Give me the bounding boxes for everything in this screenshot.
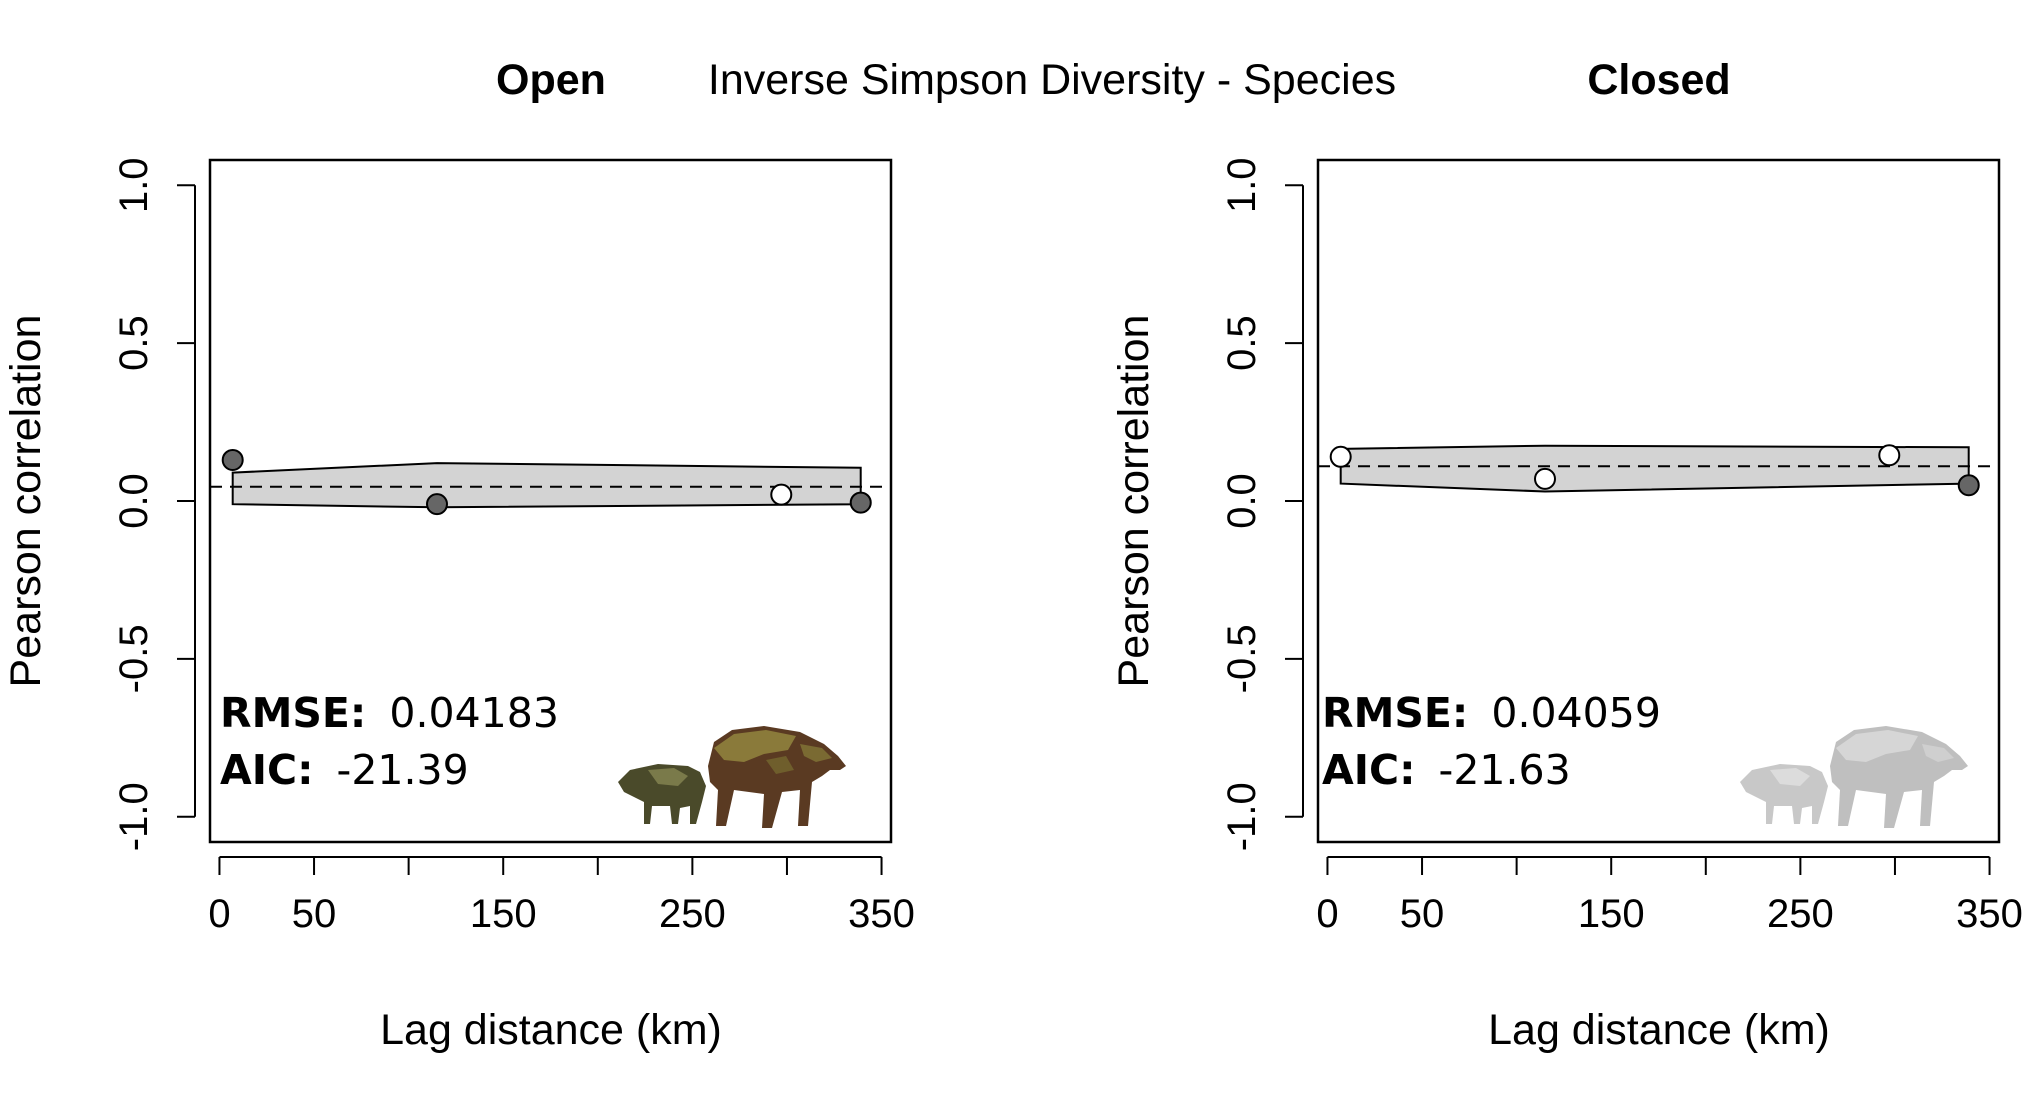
y-tick-label: 0.0	[1220, 473, 1264, 529]
data-point	[1329, 445, 1352, 468]
x-tick-label: 350	[1956, 892, 2023, 936]
panel-open: 0 50 150 250 350 -1.0 -0.5 0.0 0.5 1.0 Lag dista…	[2, 157, 915, 1054]
rmse-value: 0.04183	[389, 689, 559, 737]
x-axis-label: Lag distance (km)	[380, 1006, 722, 1054]
y-axis: -1.0 -0.5 0.0 0.5 1.0	[112, 157, 196, 851]
data-point	[770, 483, 793, 506]
x-axis: 0 50 150 250 350	[1316, 856, 2023, 936]
x-tick-label: 150	[470, 892, 537, 936]
y-tick-label: -0.5	[1220, 624, 1264, 693]
y-tick-label: 0.5	[1220, 315, 1264, 371]
plot-frame	[1316, 158, 2001, 844]
rmse-stat: RMSE: 0.04059	[1322, 689, 1661, 737]
panel-title-open: Open	[496, 56, 606, 104]
data-point	[221, 448, 244, 471]
x-tick-label: 0	[1316, 892, 1338, 936]
x-tick-label: 250	[659, 892, 726, 936]
band	[1339, 444, 1970, 493]
panel-closed: 0 50 150 250 350 -1.0 -0.5 0.0 0.5 1.0 Lag dista…	[1110, 157, 2023, 1054]
rmse-label: RMSE:	[220, 689, 366, 737]
plot-frame	[208, 158, 893, 844]
x-tick-label: 250	[1767, 892, 1834, 936]
peccary-silhouette-icon	[618, 764, 706, 824]
x-tick-label: 150	[1578, 892, 1645, 936]
data-point	[426, 493, 448, 516]
peccary-silhouette-icon	[1740, 764, 1828, 824]
x-tick-label: 350	[848, 892, 915, 936]
band	[231, 462, 862, 509]
aic-stat: AIC: -21.39	[220, 746, 469, 794]
y-axis-label: Pearson correlation	[1110, 315, 1158, 688]
data-points	[1329, 444, 1980, 497]
x-axis-label: Lag distance (km)	[1488, 1006, 1830, 1054]
tapir-silhouette-icon	[1830, 726, 1968, 828]
y-tick-label: 0.0	[112, 473, 156, 529]
aic-label: AIC:	[220, 746, 313, 794]
aic-value: -21.39	[337, 746, 469, 794]
envelope-band	[1339, 444, 1970, 493]
data-points	[221, 448, 872, 516]
envelope-band	[231, 462, 862, 509]
y-tick-label: -0.5	[112, 624, 156, 693]
rmse-stat: RMSE: 0.04183	[220, 689, 559, 737]
rmse-label: RMSE:	[1322, 689, 1468, 737]
aic-stat: AIC: -21.63	[1322, 746, 1571, 794]
y-tick-label: -1.0	[1220, 782, 1264, 851]
data-point	[849, 491, 872, 514]
data-point	[1957, 474, 1980, 497]
y-axis: -1.0 -0.5 0.0 0.5 1.0	[1220, 157, 1304, 851]
data-point	[1878, 444, 1901, 467]
tapir-silhouette-icon	[708, 726, 846, 828]
y-tick-label: 1.0	[1220, 157, 1264, 213]
x-tick-label: 50	[1400, 892, 1445, 936]
y-axis-label: Pearson correlation	[2, 315, 50, 688]
x-axis: 0 50 150 250 350	[208, 856, 915, 936]
panel-title-closed: Closed	[1587, 56, 1730, 104]
y-tick-label: -1.0	[112, 782, 156, 851]
aic-label: AIC:	[1322, 746, 1415, 794]
x-tick-label: 50	[292, 892, 337, 936]
aic-value: -21.63	[1439, 746, 1571, 794]
rmse-value: 0.04059	[1491, 689, 1661, 737]
data-point	[1534, 467, 1556, 490]
main-title: Inverse Simpson Diversity - Species	[708, 56, 1396, 104]
y-tick-label: 0.5	[112, 315, 156, 371]
x-tick-label: 0	[208, 892, 230, 936]
y-tick-label: 1.0	[112, 157, 156, 213]
